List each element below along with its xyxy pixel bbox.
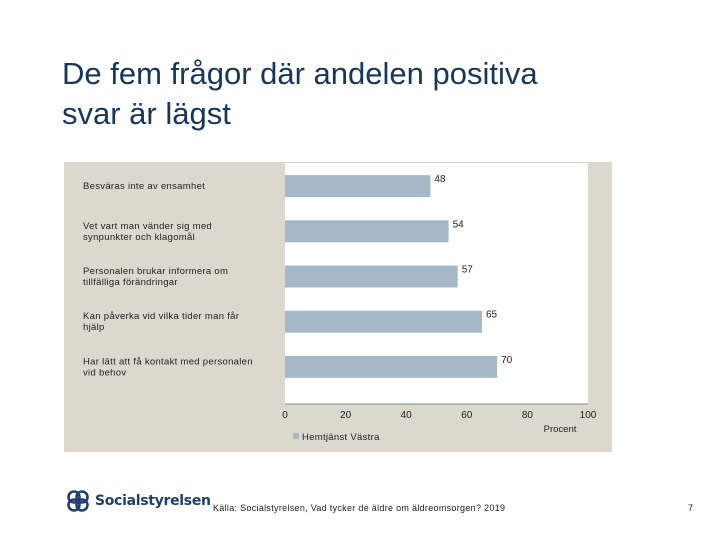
bar-1 bbox=[285, 175, 431, 198]
slide-title: De fem frågor där andelen positiva svar … bbox=[62, 54, 662, 134]
bar-2 bbox=[285, 220, 449, 243]
x-tick-label-0: 0 bbox=[282, 410, 288, 421]
category-label-3-line-2: tillfälliga förändringar bbox=[83, 277, 178, 288]
legend-swatch bbox=[293, 433, 299, 439]
source-note: Källa: Socialstyrelsen, Vad tycker de äl… bbox=[213, 503, 506, 513]
socialstyrelsen-logo: Socialstyrelsen bbox=[65, 488, 211, 514]
x-tick-label-20: 20 bbox=[340, 410, 352, 421]
title-line-2: svar är lägst bbox=[62, 96, 231, 131]
bar-4 bbox=[285, 310, 482, 333]
category-label-4-line-2: hjälp bbox=[83, 322, 105, 333]
bar-value-label-3: 57 bbox=[462, 265, 474, 276]
category-label-4-line-1: Kan påverka vid vilka tider man får bbox=[83, 311, 239, 322]
bar-value-label-2: 54 bbox=[453, 219, 465, 230]
x-tick-label-80: 80 bbox=[522, 410, 534, 421]
title-line-1: De fem frågor där andelen positiva bbox=[62, 56, 538, 91]
category-label-5-line-2: vid behov bbox=[83, 367, 126, 378]
x-tick-label-40: 40 bbox=[401, 410, 413, 421]
bar-value-label-5: 70 bbox=[501, 355, 513, 366]
category-label-5-line-1: Har lätt att få kontakt med personalen bbox=[83, 356, 253, 367]
x-axis-title: Procent bbox=[544, 424, 577, 435]
category-label-3-line-1: Personalen brukar informera om bbox=[83, 266, 228, 277]
logo-text: Socialstyrelsen bbox=[95, 493, 211, 509]
category-label-1: Besväras inte av ensamhet bbox=[83, 181, 205, 192]
bar-5 bbox=[285, 355, 498, 378]
category-label-2-line-2: synpunkter och klagomål bbox=[83, 232, 195, 243]
x-tick-label-100: 100 bbox=[580, 410, 597, 421]
legend-label: Hemtjänst Västra bbox=[302, 432, 380, 443]
bar-3 bbox=[285, 265, 458, 288]
x-tick-label-60: 60 bbox=[461, 410, 473, 421]
bar-value-label-1: 48 bbox=[434, 174, 446, 185]
category-label-2-line-1: Vet vart man vänder sig med bbox=[83, 221, 212, 232]
page-number: 7 bbox=[688, 503, 694, 513]
bar-value-label-4: 65 bbox=[486, 310, 498, 321]
logo-emblem-icon bbox=[67, 490, 89, 512]
